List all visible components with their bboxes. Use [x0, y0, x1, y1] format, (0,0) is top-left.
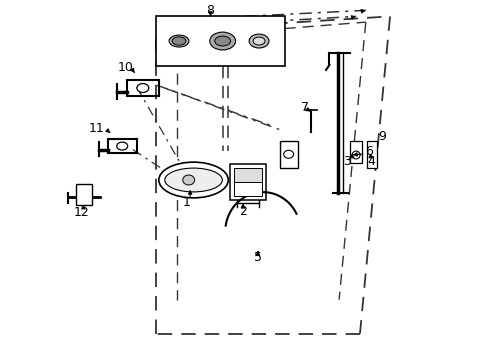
Text: 2: 2 — [239, 205, 246, 218]
Bar — [366, 141, 376, 168]
Bar — [233, 182, 262, 196]
Ellipse shape — [137, 84, 148, 93]
Bar — [229, 164, 266, 200]
Ellipse shape — [214, 36, 230, 46]
Bar — [76, 184, 91, 206]
Ellipse shape — [164, 168, 222, 192]
Bar — [279, 141, 297, 168]
Ellipse shape — [172, 37, 185, 45]
Text: 11: 11 — [88, 122, 104, 135]
Ellipse shape — [351, 151, 359, 159]
Text: 3: 3 — [343, 155, 350, 168]
Ellipse shape — [283, 150, 293, 158]
Text: 10: 10 — [118, 61, 133, 74]
Ellipse shape — [169, 35, 188, 47]
Bar — [156, 17, 284, 66]
Ellipse shape — [183, 175, 194, 185]
Text: 12: 12 — [74, 206, 90, 219]
Text: 4: 4 — [367, 155, 375, 168]
Ellipse shape — [117, 142, 127, 150]
Ellipse shape — [253, 37, 264, 45]
Bar — [349, 141, 362, 162]
Text: 7: 7 — [301, 102, 308, 114]
Text: 6: 6 — [365, 145, 372, 158]
Ellipse shape — [248, 34, 268, 48]
Text: 5: 5 — [254, 251, 262, 264]
Text: 9: 9 — [377, 130, 385, 143]
Text: 8: 8 — [206, 4, 214, 17]
Ellipse shape — [209, 32, 235, 50]
Bar — [233, 168, 262, 184]
Text: 1: 1 — [182, 195, 190, 209]
Ellipse shape — [159, 162, 228, 198]
